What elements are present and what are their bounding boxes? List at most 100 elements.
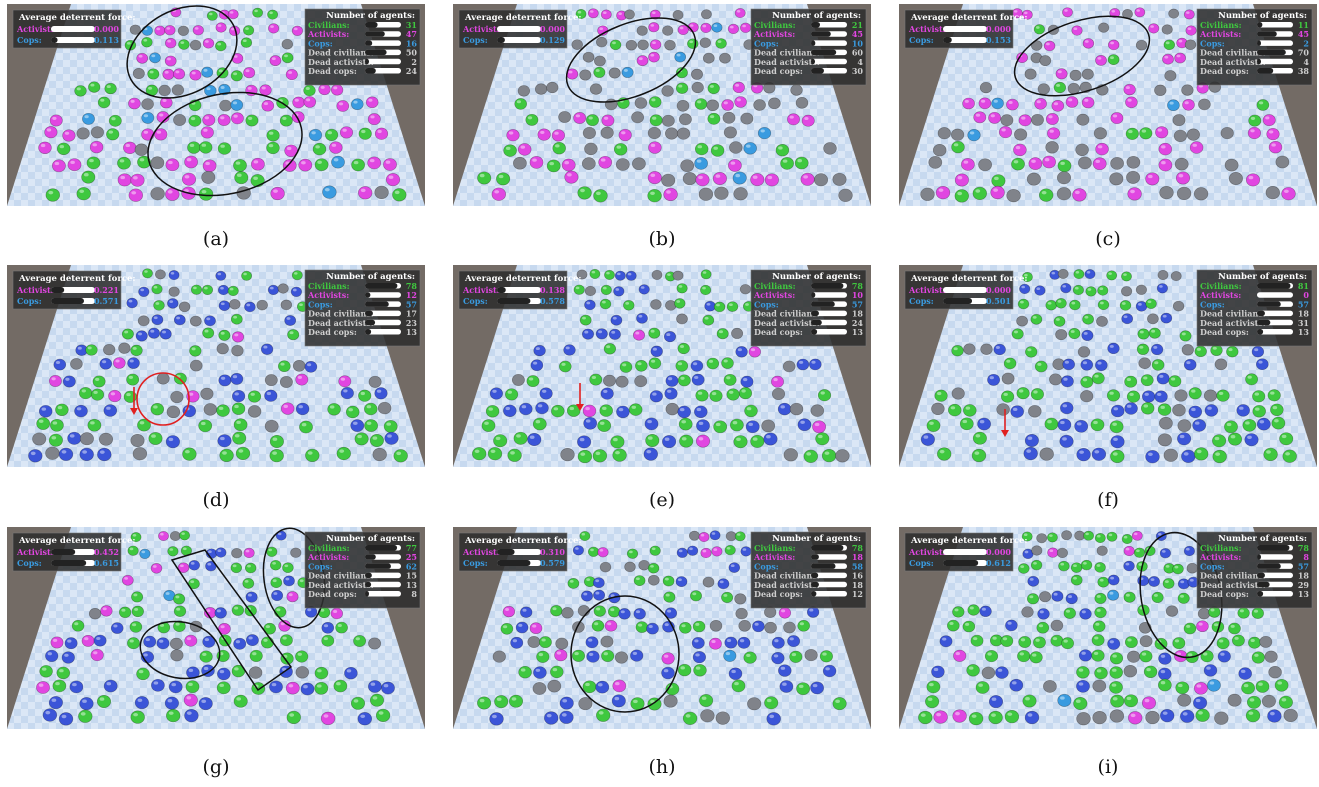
civilian-agent bbox=[1053, 315, 1066, 327]
dead-agent bbox=[1283, 708, 1298, 723]
dead-agent bbox=[1174, 157, 1189, 171]
cops-count: 2 bbox=[1303, 38, 1309, 48]
cop-agent bbox=[1107, 637, 1121, 650]
dead-agent bbox=[691, 68, 703, 80]
civilian-agent bbox=[477, 696, 492, 710]
civilian-agent bbox=[675, 67, 688, 79]
dead-agent bbox=[1075, 143, 1089, 157]
dead-agent bbox=[229, 299, 241, 310]
civilian-agent bbox=[694, 142, 709, 156]
dead-agent bbox=[88, 608, 102, 620]
agent-count-hud: Number of agents:Civilians: 78 Activists: 1… bbox=[304, 269, 421, 347]
civilian-agent bbox=[1109, 420, 1124, 434]
dead-agent bbox=[132, 67, 145, 80]
cop-agent bbox=[544, 711, 559, 725]
cop-agent bbox=[650, 345, 663, 357]
cop-agent bbox=[269, 680, 283, 694]
civilian-agent bbox=[567, 577, 580, 589]
cop-agent bbox=[778, 664, 792, 677]
activist-agent bbox=[598, 155, 613, 169]
civilian-agent bbox=[700, 284, 712, 296]
civilian-agent bbox=[1162, 578, 1175, 589]
civilian-agent bbox=[232, 431, 247, 445]
dead-agent bbox=[931, 402, 945, 416]
dead-agent bbox=[492, 650, 506, 663]
activist-agent bbox=[292, 96, 305, 109]
dead-agent bbox=[511, 374, 525, 386]
activist-agent bbox=[961, 158, 975, 171]
civilian-agent bbox=[604, 269, 615, 280]
civilian-agent bbox=[674, 298, 686, 309]
simulation-scene: Average deterrent force:Activists:Cops:0… bbox=[453, 265, 871, 467]
red-arrow-head bbox=[130, 408, 138, 415]
activist-agent bbox=[633, 329, 645, 341]
panel-label-h: (h) bbox=[648, 756, 676, 778]
cop-agent bbox=[1244, 433, 1259, 447]
cop-agent bbox=[988, 695, 1004, 709]
dead-cops-label: Dead cops: bbox=[308, 66, 357, 76]
dead-agent bbox=[1161, 24, 1173, 35]
dead-agent bbox=[546, 81, 559, 94]
cop-agent bbox=[245, 591, 258, 603]
civilian-agent bbox=[270, 559, 282, 571]
dead-agent bbox=[1092, 679, 1107, 693]
civilian-agent bbox=[503, 144, 517, 157]
civilian-agent bbox=[1029, 651, 1043, 664]
activist-agent bbox=[36, 681, 50, 694]
cop-agent bbox=[592, 577, 605, 589]
civilian-agent bbox=[351, 158, 365, 172]
civilian-agent bbox=[1227, 432, 1243, 446]
civilian-agent bbox=[600, 284, 612, 296]
civilian-agent bbox=[1044, 417, 1059, 431]
civilians-label: Civilians: bbox=[754, 20, 796, 30]
dead-agent bbox=[624, 9, 635, 20]
civilian-agent bbox=[350, 696, 366, 710]
activist-agent bbox=[164, 55, 177, 67]
dead-activists-bar bbox=[365, 581, 401, 588]
deterrent-activists-label: Activists: bbox=[462, 285, 504, 295]
cop-agent bbox=[920, 432, 935, 446]
cops-count: 62 bbox=[406, 561, 417, 571]
civilian-agent bbox=[148, 432, 163, 445]
civilian-agent bbox=[106, 128, 120, 141]
civilian-agent bbox=[613, 143, 628, 156]
activist-agent bbox=[189, 69, 202, 81]
civilian-agent bbox=[481, 419, 496, 432]
agent-count-title: Number of agents: bbox=[326, 11, 415, 21]
activist-agent bbox=[1042, 155, 1056, 169]
civilian-agent bbox=[1094, 533, 1106, 543]
activist-agent bbox=[329, 141, 343, 154]
cop-agent bbox=[677, 405, 691, 419]
dead-agent bbox=[1076, 712, 1091, 726]
dead-activists-label: Dead activists: bbox=[1200, 318, 1266, 328]
dead-agent bbox=[700, 9, 712, 20]
cop-agent bbox=[127, 357, 140, 369]
civilian-agent bbox=[269, 434, 284, 449]
cop-agent bbox=[527, 433, 542, 446]
cop-agent bbox=[1027, 575, 1040, 587]
civilian-agent bbox=[815, 432, 830, 446]
activist-agent bbox=[649, 9, 661, 20]
cops-count: 57 bbox=[1298, 561, 1309, 571]
dead-agent bbox=[932, 143, 947, 157]
dead-agent bbox=[1006, 188, 1021, 203]
activist-agent bbox=[600, 9, 612, 20]
agent-count-title: Number of agents: bbox=[1218, 11, 1307, 21]
dead-agent bbox=[156, 372, 170, 385]
civilian-agent bbox=[1228, 622, 1241, 635]
dead-agent bbox=[600, 126, 614, 139]
activists-label: Activists: bbox=[753, 29, 795, 39]
cop-agent bbox=[752, 620, 765, 633]
cop-agent bbox=[1256, 417, 1271, 431]
deterrent-activists-bar bbox=[943, 26, 987, 32]
cop-agent bbox=[1091, 447, 1107, 461]
cop-agent bbox=[743, 142, 757, 155]
activist-agent bbox=[162, 68, 175, 80]
dead-agent bbox=[579, 69, 592, 81]
dead-agent bbox=[1138, 357, 1151, 369]
civilian-agent bbox=[775, 143, 790, 157]
civilian-agent bbox=[1069, 299, 1081, 311]
civilian-agent bbox=[610, 435, 625, 449]
cop-agent bbox=[340, 387, 354, 400]
cop-agent bbox=[510, 636, 524, 649]
